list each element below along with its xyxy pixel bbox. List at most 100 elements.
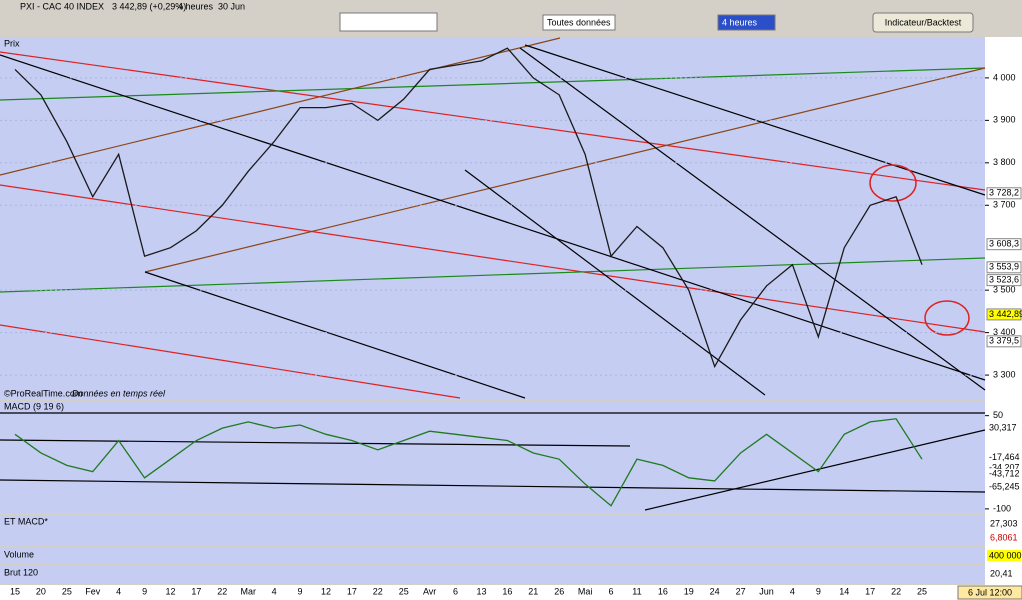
y-tick-label: -100: [993, 503, 1011, 513]
toolbar: [0, 0, 1022, 36]
macd-label: -17,464: [989, 452, 1020, 462]
x-tick-label: 14: [839, 586, 849, 596]
x-tick-label: Fev: [85, 586, 101, 596]
price-label-box: [986, 187, 1022, 200]
symbol: PXI - CAC 40 INDEX: [20, 1, 104, 11]
macd-label: -65,245: [989, 482, 1020, 492]
x-tick-label: 19: [684, 586, 694, 596]
macd-label-box: [987, 452, 1021, 463]
x-tick-label: 22: [373, 586, 383, 596]
panel-title: ET MACD*: [4, 516, 48, 526]
x-tick-label: 25: [62, 586, 72, 596]
x-tick-label: 6: [453, 586, 458, 596]
y-tick-label: 3 800: [993, 157, 1016, 167]
x-tick-label: 9: [816, 586, 821, 596]
trend-line: [0, 257, 986, 293]
x-tick-label: 20: [36, 586, 46, 596]
cursor-label: 6 Jul 12:00: [968, 587, 1012, 597]
panel-label: 6,8061: [990, 532, 1018, 542]
price-label-box: [986, 335, 1022, 348]
price-label: 3 523,6: [989, 275, 1019, 285]
y-tick-label: 3 900: [993, 115, 1016, 125]
price-label: 3 442,89: [989, 309, 1022, 319]
quote: 3 442,89 (+0,29%): [112, 1, 186, 11]
x-tick-label: Avr: [423, 586, 436, 596]
price-label: 3 728,2: [989, 188, 1019, 198]
price-label: 3 379,5: [989, 336, 1019, 346]
trend-line: [0, 37, 561, 176]
price-title: Prix: [4, 38, 20, 48]
trend-line: [0, 51, 986, 191]
x-tick-label: 16: [502, 586, 512, 596]
x-tick-label: 27: [736, 586, 746, 596]
price-label-box: [986, 238, 1022, 251]
x-tick-label: Mai: [578, 586, 593, 596]
x-tick-label: 24: [710, 586, 720, 596]
trend-line: [0, 184, 986, 333]
price-line: [14, 47, 923, 369]
x-tick-label: 6: [609, 586, 614, 596]
highlight: [869, 164, 917, 202]
data-select-text: Toutes données: [547, 17, 611, 27]
x-tick-label: 17: [347, 586, 357, 596]
x-tick-label: 12: [321, 586, 331, 596]
x-tick-label: 16: [658, 586, 668, 596]
macd-label: 30,317: [989, 422, 1017, 432]
y-tick-label: 3 400: [993, 327, 1016, 337]
x-tick-label: 17: [191, 586, 201, 596]
x-tick-label: 11: [632, 586, 641, 596]
data-select[interactable]: [542, 14, 616, 31]
trend-line: [144, 271, 526, 399]
x-tick-label: 22: [891, 586, 901, 596]
brut-panel: [0, 566, 985, 584]
volume-panel: [0, 548, 985, 564]
panel-title: Volume: [4, 549, 34, 559]
backtest-button[interactable]: [872, 12, 974, 33]
price-label-box: [986, 274, 1022, 287]
x-tick-label: 17: [865, 586, 875, 596]
y-tick-label: 3 500: [993, 285, 1016, 295]
macd-label: -34,207: [989, 462, 1020, 472]
trend-line: [0, 479, 986, 493]
palette[interactable]: [339, 12, 438, 32]
x-tick-label: 12: [165, 586, 175, 596]
trend-line: [464, 169, 766, 396]
trend-line: [0, 324, 461, 399]
x-tick-label: 4: [790, 586, 795, 596]
trend-line: [0, 67, 986, 101]
x-tick-label: Mar: [240, 586, 256, 596]
x-tick-label: 26: [554, 586, 564, 596]
macd-label-box: [987, 463, 1021, 474]
backtest-text: Indicateur/Backtest: [885, 17, 962, 27]
date: 30 Jun: [218, 1, 245, 11]
panel-label-box: [987, 550, 1021, 561]
credit-note: Données en temps réel: [72, 388, 166, 398]
y-tick-label: 3 300: [993, 369, 1016, 379]
macd-label-box: [987, 422, 1021, 433]
etmacd-panel: [0, 515, 985, 546]
price-label: 3 553,9: [989, 262, 1019, 272]
x-tick-label: 4: [272, 586, 277, 596]
cursor-box: [957, 585, 1022, 600]
macd-label-box: [987, 482, 1021, 493]
panel-title: Brut 120: [4, 567, 38, 577]
x-tick-label: 15: [10, 586, 20, 596]
timeframe-select[interactable]: [717, 14, 776, 31]
y-tick-label: 4 000: [993, 72, 1016, 82]
price-label: 3 608,3: [989, 239, 1019, 249]
panel-label: 400 000: [989, 550, 1022, 560]
x-tick-label: 9: [298, 586, 303, 596]
credit: ©ProRealTime.com: [4, 388, 82, 398]
y-tick-label: 3 700: [993, 200, 1016, 210]
panel-label: 20,41: [990, 568, 1013, 578]
x-tick-label: 13: [476, 586, 486, 596]
macd-panel: [0, 401, 985, 513]
price-label-box: [986, 308, 1022, 321]
highlight: [924, 300, 970, 336]
x-tick-label: 25: [399, 586, 409, 596]
price-line: [14, 418, 923, 507]
macd-title: MACD (9 19 6): [4, 401, 64, 411]
x-tick-label: 22: [217, 586, 227, 596]
